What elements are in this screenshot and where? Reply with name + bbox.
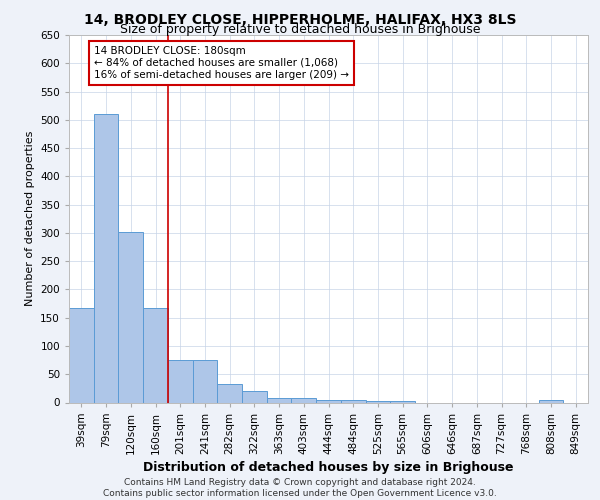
Bar bbox=[539, 400, 563, 402]
Text: Contains HM Land Registry data © Crown copyright and database right 2024.
Contai: Contains HM Land Registry data © Crown c… bbox=[103, 478, 497, 498]
Text: Size of property relative to detached houses in Brighouse: Size of property relative to detached ho… bbox=[120, 22, 480, 36]
Bar bbox=[94, 114, 118, 403]
Bar bbox=[143, 308, 168, 402]
Bar bbox=[242, 391, 267, 402]
Bar bbox=[118, 232, 143, 402]
Bar bbox=[341, 400, 365, 402]
Bar bbox=[267, 398, 292, 402]
Bar bbox=[292, 398, 316, 402]
Bar bbox=[193, 360, 217, 403]
X-axis label: Distribution of detached houses by size in Brighouse: Distribution of detached houses by size … bbox=[143, 460, 514, 473]
Y-axis label: Number of detached properties: Number of detached properties bbox=[25, 131, 35, 306]
Bar bbox=[316, 400, 341, 402]
Text: 14, BRODLEY CLOSE, HIPPERHOLME, HALIFAX, HX3 8LS: 14, BRODLEY CLOSE, HIPPERHOLME, HALIFAX,… bbox=[84, 12, 516, 26]
Bar bbox=[168, 360, 193, 403]
Bar bbox=[69, 308, 94, 402]
Text: 14 BRODLEY CLOSE: 180sqm
← 84% of detached houses are smaller (1,068)
16% of sem: 14 BRODLEY CLOSE: 180sqm ← 84% of detach… bbox=[94, 46, 349, 80]
Bar bbox=[217, 384, 242, 402]
